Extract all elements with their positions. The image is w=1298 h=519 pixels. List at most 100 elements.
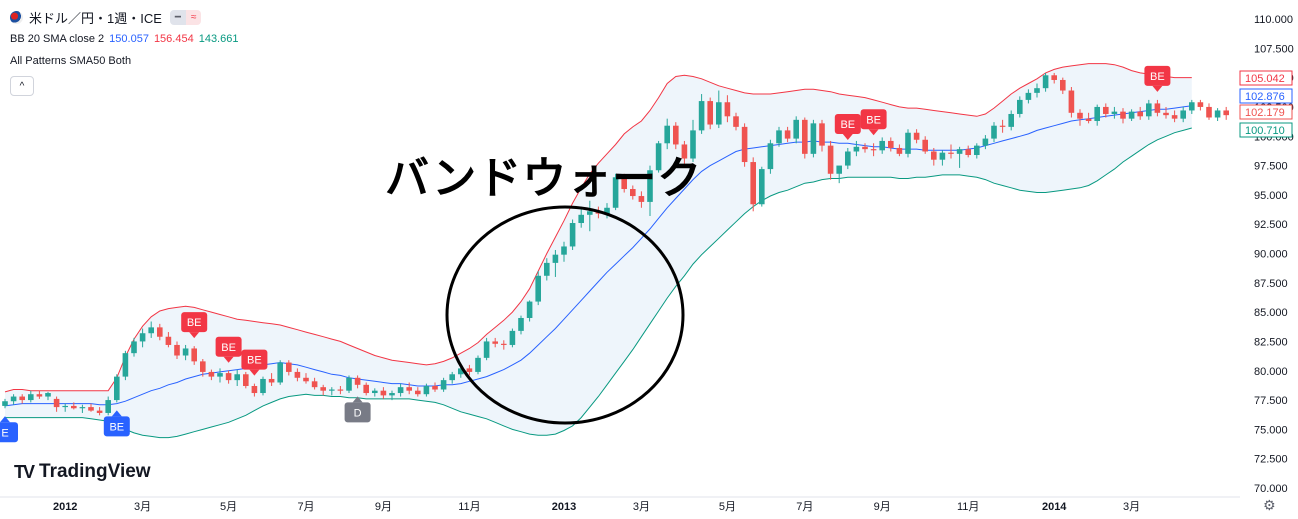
candle — [509, 328, 516, 348]
candle-body — [741, 126, 748, 163]
candle — [733, 112, 739, 131]
candle-body — [329, 389, 335, 391]
candle-body — [114, 376, 120, 401]
candle-body — [827, 145, 834, 174]
price-tick-label: 95.000 — [1254, 190, 1288, 202]
candle — [999, 119, 1006, 133]
candle-body — [449, 374, 455, 381]
candle — [621, 173, 627, 193]
candle — [389, 390, 395, 401]
time-tick-label: 5月 — [220, 501, 237, 513]
time-tick-label: 11月 — [458, 501, 480, 513]
candle — [776, 126, 782, 147]
candle — [260, 376, 266, 396]
candle-body — [71, 405, 77, 409]
candle — [1085, 112, 1092, 124]
candle-body — [638, 196, 645, 202]
candle-body — [346, 377, 352, 391]
candle — [638, 191, 645, 208]
candle-body — [200, 361, 206, 372]
candle-body — [53, 398, 60, 408]
candle-body — [1008, 113, 1014, 127]
candle — [492, 337, 498, 348]
candle — [294, 368, 301, 382]
candle — [630, 185, 636, 200]
candle-body — [982, 138, 989, 146]
candle-body — [1154, 103, 1161, 113]
last-value-tag: 105.042 — [1239, 70, 1293, 86]
candle-body — [1197, 102, 1204, 107]
candle — [561, 241, 567, 262]
symbol-row[interactable]: 米ドル／円・1週・ICE ━ ≈ — [10, 6, 238, 28]
candle-body — [707, 101, 713, 125]
candle-body — [647, 170, 653, 202]
candle — [845, 147, 851, 170]
price-axis[interactable]: 110.000107.500105.000102.500100.00097.50… — [1239, 0, 1298, 519]
marker-badge — [215, 336, 242, 357]
candle-body — [956, 149, 963, 154]
candle-body — [862, 146, 868, 150]
marker-pointer — [0, 416, 10, 423]
candle-body — [277, 362, 283, 383]
time-tick-label: 3月 — [134, 501, 151, 513]
candle-body — [870, 149, 877, 151]
candle-body — [475, 357, 481, 372]
candle-body — [1189, 102, 1195, 111]
candle — [819, 119, 825, 152]
time-tick-label: 5月 — [719, 501, 736, 513]
patterns-indicator-row[interactable]: All Patterns SMA50 Both — [10, 50, 238, 72]
candle-body — [776, 130, 782, 144]
candle-body — [569, 223, 576, 247]
candle — [406, 382, 412, 395]
candle-body — [1025, 92, 1032, 100]
candle-body — [225, 373, 232, 381]
candle — [380, 387, 387, 399]
candle — [191, 346, 197, 365]
candle — [612, 173, 619, 211]
candle — [114, 374, 120, 403]
price-tick-label: 80.000 — [1254, 366, 1288, 378]
candle — [286, 360, 292, 376]
candle — [251, 383, 258, 397]
pattern-marker: BE — [181, 312, 208, 339]
tradingview-logo[interactable]: TV TradingView — [14, 461, 151, 483]
symbol-status-pill[interactable]: ━ ≈ — [169, 9, 202, 25]
collapse-legend-button[interactable]: ^ — [10, 76, 34, 96]
candle-body — [1111, 111, 1118, 114]
time-tick-label: 2013 — [552, 501, 576, 513]
candle — [810, 119, 817, 158]
candle — [698, 94, 705, 134]
candle — [724, 95, 731, 123]
candle — [716, 90, 722, 129]
marker-label: BE — [221, 342, 236, 354]
marker-label: BE — [247, 355, 262, 367]
band-walk-annotation: バンドウォーク — [385, 154, 703, 203]
candle — [1017, 96, 1023, 118]
gear-icon[interactable]: ⚙ — [1263, 497, 1276, 513]
last-value-label: 102.876 — [1245, 91, 1285, 103]
candle-body — [974, 145, 980, 156]
pattern-marker: BE — [241, 349, 268, 376]
candle-body — [1085, 118, 1092, 122]
candle — [337, 385, 344, 395]
candle — [174, 341, 180, 360]
bb-basis-value: 150.057 — [109, 33, 149, 45]
candle-body — [165, 336, 172, 345]
candle — [1120, 108, 1126, 124]
candle — [200, 359, 206, 377]
candle — [1137, 106, 1143, 120]
candle-body — [294, 371, 301, 378]
time-axis[interactable]: 2012 3月 5月 7月 9月 11月 2013 3月 5月 7月 9月 11月 2014 3月 — [0, 496, 1240, 513]
candle-body — [483, 341, 490, 358]
candle-body — [552, 254, 559, 263]
candle-body — [784, 130, 791, 139]
candle-body — [612, 177, 619, 208]
marker-pointer — [842, 133, 853, 140]
candle — [1180, 106, 1186, 123]
bb-indicator-row[interactable]: BB 20 SMA close 2 150.057 156.454 143.66… — [10, 28, 238, 50]
candle-body — [1128, 111, 1135, 119]
last-value-label: 102.179 — [1245, 107, 1285, 119]
pattern-marker: BE — [1144, 65, 1171, 92]
marker-badge — [834, 113, 861, 134]
